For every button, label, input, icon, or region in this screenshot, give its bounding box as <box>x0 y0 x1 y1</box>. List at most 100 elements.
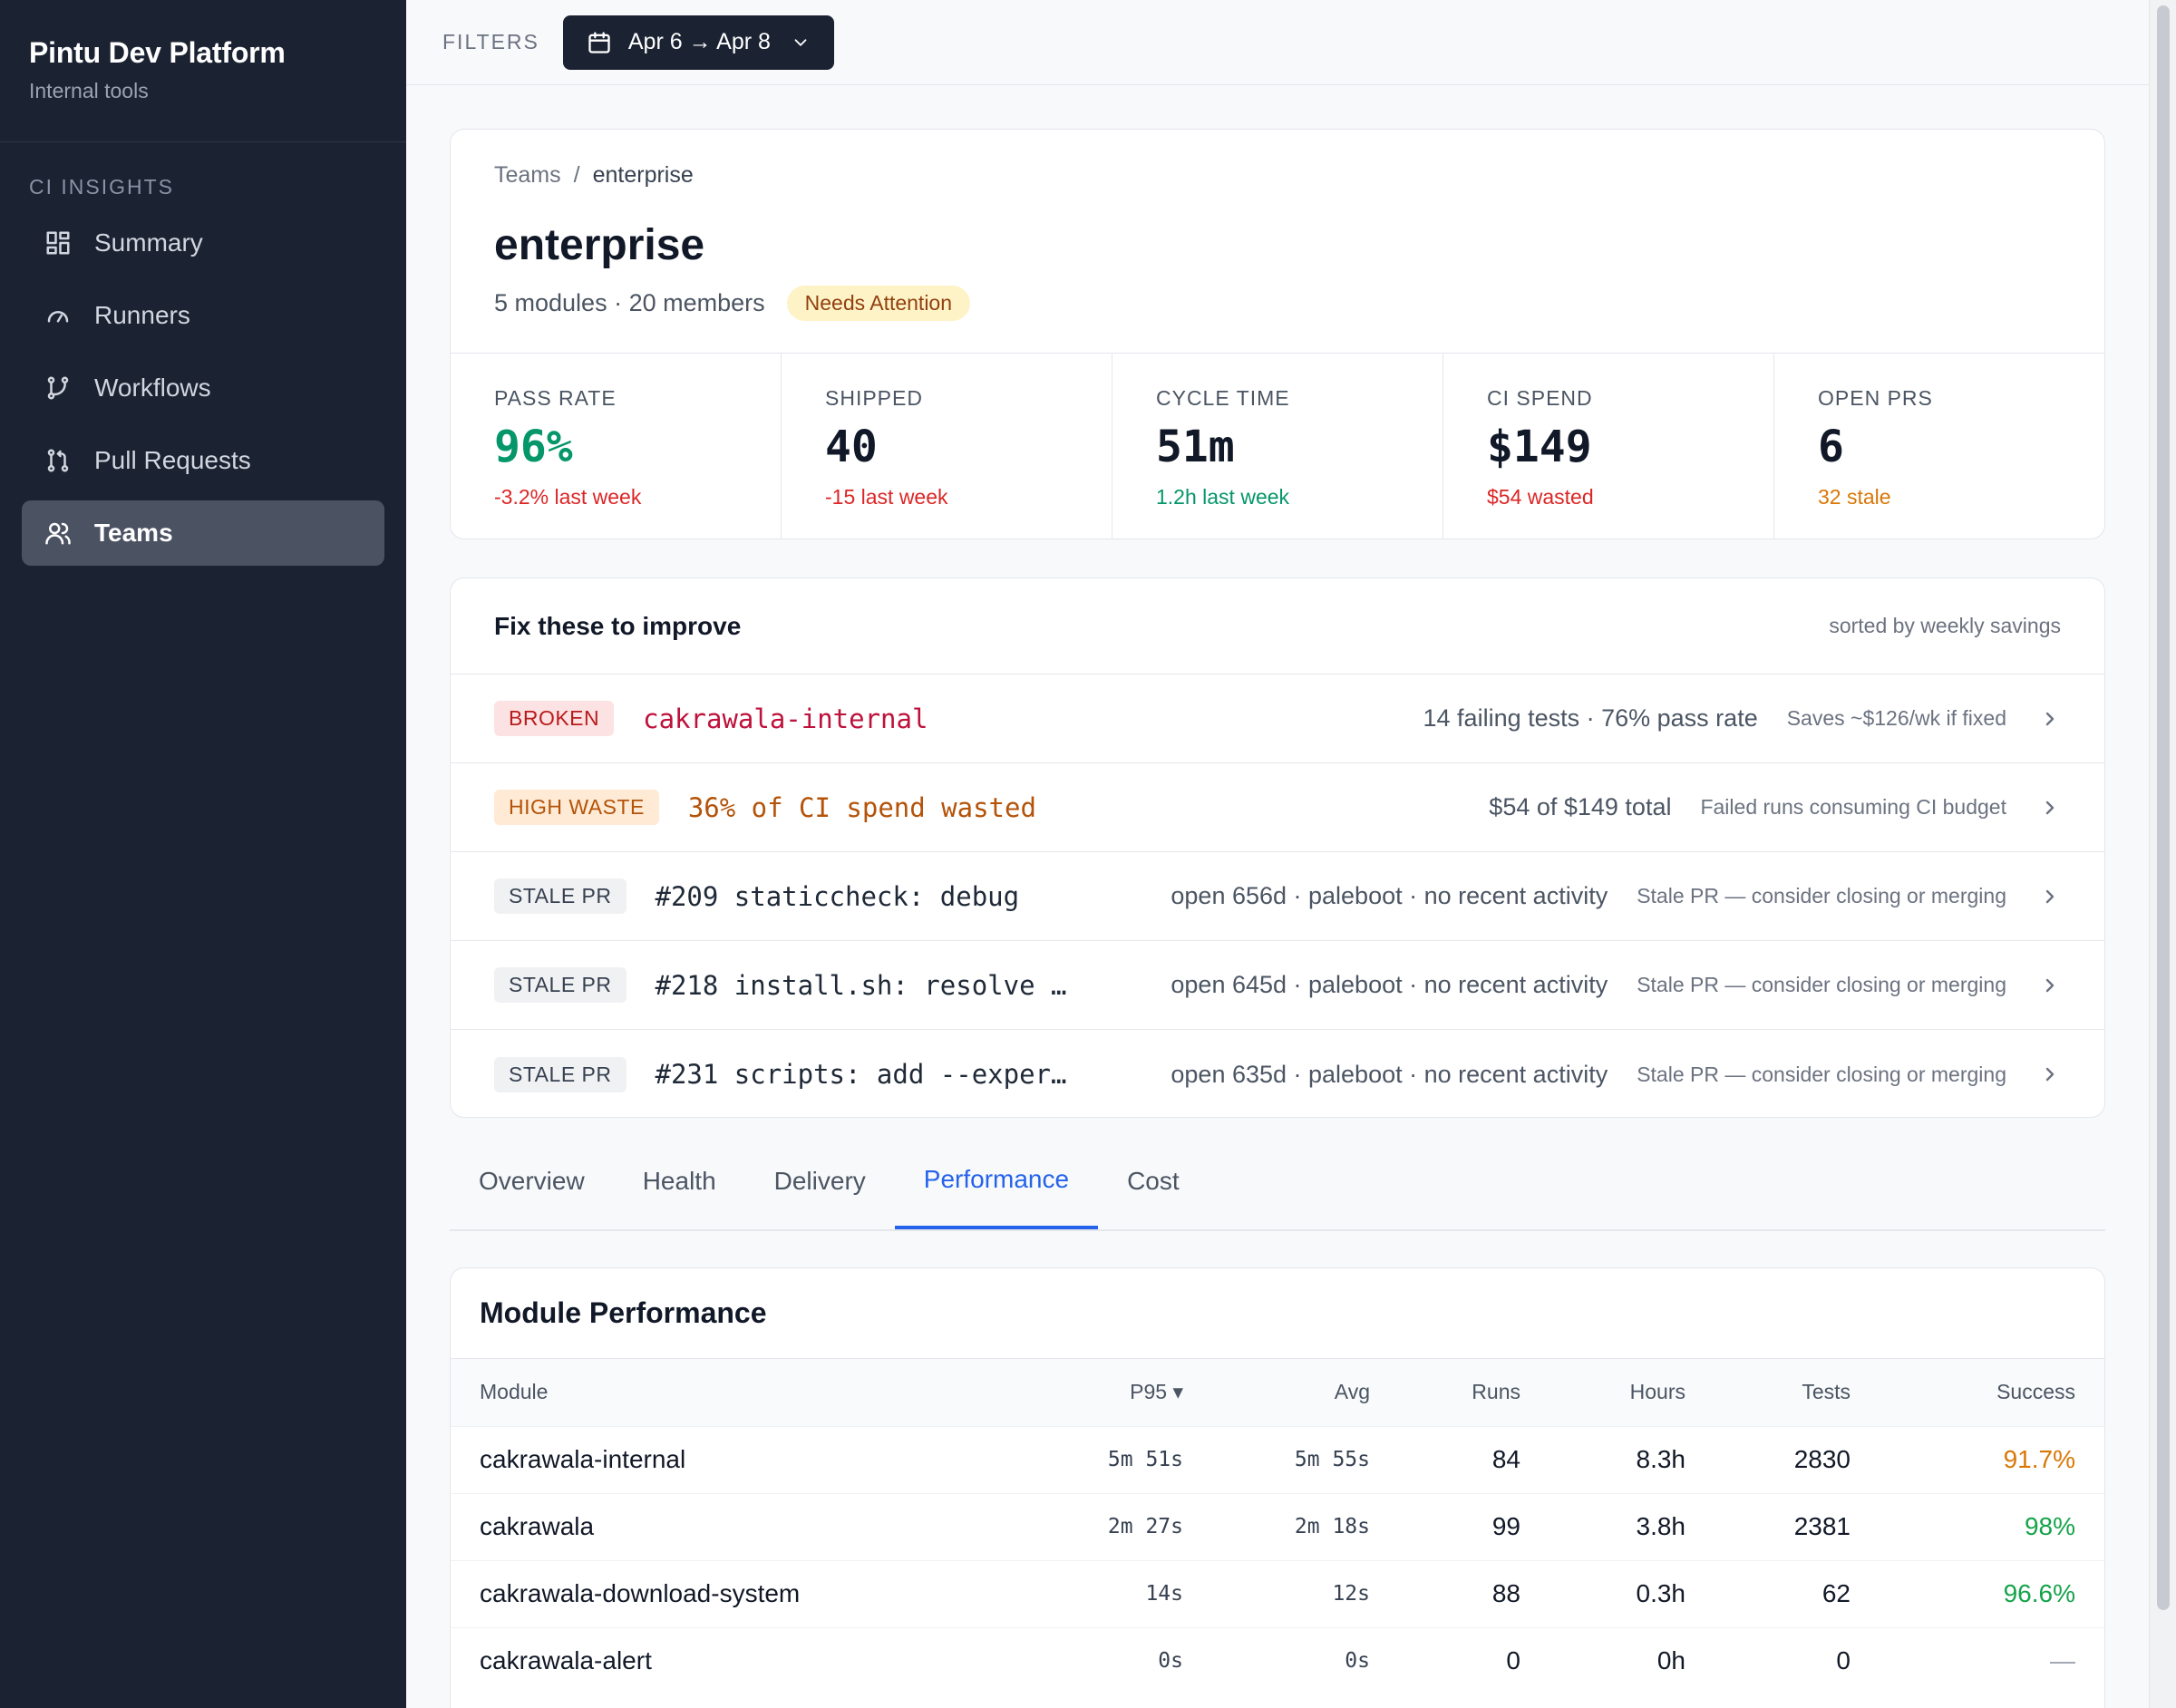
fix-item-hint: Failed runs consuming CI budget <box>1700 795 2006 819</box>
column-header-module[interactable]: Module <box>451 1359 1031 1426</box>
chevron-right-icon <box>2039 797 2061 819</box>
tests-value: 2381 <box>1793 1512 1851 1540</box>
fix-item-detail: $54 of $149 total <box>1489 793 1672 820</box>
stat-pass-rate: PASS RATE 96% -3.2% last week <box>451 354 782 539</box>
table-row[interactable]: cakrawala-alert 0s 0s 0 0h 0 — <box>451 1627 2104 1694</box>
module-performance-card: Module Performance Module P95 ▾ Avg Runs… <box>450 1267 2105 1708</box>
stat-label: CYCLE TIME <box>1156 386 1290 410</box>
fix-item-hint: Stale PR — consider closing or merging <box>1637 1062 2006 1086</box>
fix-title: Fix these to improve <box>494 611 742 640</box>
sidebar-item-teams[interactable]: Teams <box>22 500 384 566</box>
sidebar-item-summary[interactable]: Summary <box>22 210 384 276</box>
stat-label: PASS RATE <box>494 386 617 410</box>
sidebar-item-pull-requests[interactable]: Pull Requests <box>22 428 384 493</box>
tag-stale-pr: STALE PR <box>494 1056 627 1092</box>
stat-value: $149 <box>1487 422 1592 472</box>
module-name: cakrawala-alert <box>480 1646 652 1675</box>
stat-label: CI SPEND <box>1487 386 1593 410</box>
column-header-hours[interactable]: Hours <box>1549 1359 1715 1426</box>
runs-value: 84 <box>1491 1445 1520 1473</box>
table-row[interactable]: cakrawala-download-system 14s 12s 88 0.3… <box>451 1560 2104 1627</box>
stat-label: SHIPPED <box>825 386 923 410</box>
success-value: 91.7% <box>2003 1445 2075 1473</box>
stat-sub: 1.2h last week <box>1156 485 1290 509</box>
tests-value: 0 <box>1836 1646 1851 1675</box>
module-name: cakrawala-download-system <box>480 1579 801 1607</box>
git-pull-request-icon <box>44 446 73 475</box>
calendar-icon <box>587 30 612 55</box>
stat-ci-spend: CI SPEND $149 $54 wasted <box>1443 354 1774 539</box>
column-header-tests[interactable]: Tests <box>1715 1359 1880 1426</box>
chevron-right-icon <box>2039 1063 2061 1085</box>
fix-row-stale-pr[interactable]: STALE PR #209 staticcheck: debug open 65… <box>451 852 2104 941</box>
stat-shipped: SHIPPED 40 -15 last week <box>782 354 1112 539</box>
success-value: — <box>2050 1646 2075 1675</box>
tests-value: 62 <box>1821 1579 1851 1607</box>
breadcrumb-teams-link[interactable]: Teams <box>494 162 561 188</box>
page-title: enterprise <box>494 221 705 269</box>
date-range-button[interactable]: Apr 6 → Apr 8 <box>562 15 834 70</box>
tab-performance[interactable]: Performance <box>894 1133 1099 1229</box>
tag-broken: BROKEN <box>494 701 615 736</box>
tests-value: 2830 <box>1793 1445 1851 1473</box>
sidebar-item-label: Teams <box>94 519 173 547</box>
hours-value: 0.3h <box>1636 1579 1686 1607</box>
tab-cost[interactable]: Cost <box>1127 1167 1180 1195</box>
runs-value: 99 <box>1491 1512 1520 1540</box>
column-header-avg[interactable]: Avg <box>1212 1359 1399 1426</box>
fix-item-detail: 14 failing tests · 76% pass rate <box>1423 704 1758 732</box>
fix-row-stale-pr[interactable]: STALE PR #231 scripts: add --exper… open… <box>451 1030 2104 1117</box>
hours-value: 3.8h <box>1636 1512 1686 1540</box>
status-badge: Needs Attention <box>786 286 971 321</box>
sidebar: Pintu Dev Platform Internal tools CI INS… <box>0 0 406 1708</box>
avg-value: 0s <box>1345 1649 1370 1674</box>
table-row[interactable]: cakrawala-internal 5m 51s 5m 55s 84 8.3h… <box>451 1426 2104 1493</box>
stat-value: 51m <box>1156 422 1235 472</box>
team-meta: 5 modules · 20 members Needs Attention <box>494 286 971 321</box>
table-row[interactable]: cakrawala 2m 27s 2m 18s 99 3.8h 2381 98% <box>451 1493 2104 1560</box>
tab-overview[interactable]: Overview <box>479 1167 585 1195</box>
fix-item-hint: Saves ~$126/wk if fixed <box>1786 706 2006 730</box>
tab-health[interactable]: Health <box>642 1167 716 1195</box>
sidebar-item-workflows[interactable]: Workflows <box>22 355 384 421</box>
avg-value: 5m 55s <box>1294 1448 1370 1471</box>
stat-sub: -15 last week <box>825 485 948 509</box>
module-performance-table: Module P95 ▾ Avg Runs Hours Tests Succes… <box>451 1359 2104 1694</box>
stats-row: PASS RATE 96% -3.2% last week SHIPPED 40… <box>451 353 2104 539</box>
avg-value: 2m 18s <box>1294 1515 1370 1538</box>
grid-icon <box>44 228 73 257</box>
fix-item-name: #209 staticcheck: debug <box>655 880 1020 912</box>
column-header-runs[interactable]: Runs <box>1399 1359 1549 1426</box>
fix-row-broken[interactable]: BROKEN cakrawala-internal 14 failing tes… <box>451 674 2104 763</box>
scrollbar[interactable] <box>2149 0 2176 1708</box>
fix-suggestions-card: Fix these to improve sorted by weekly sa… <box>450 577 2105 1118</box>
sidebar-section-label: CI INSIGHTS <box>29 175 175 199</box>
breadcrumb-separator: / <box>573 162 580 188</box>
scrollbar-thumb[interactable] <box>2157 5 2170 1610</box>
avg-value: 12s <box>1332 1582 1370 1606</box>
column-header-success[interactable]: Success <box>1880 1359 2104 1426</box>
stat-sub: 32 stale <box>1818 485 1891 509</box>
fix-item-hint: Stale PR — consider closing or merging <box>1637 884 2006 907</box>
module-name: cakrawala-internal <box>480 1445 686 1473</box>
sidebar-item-runners[interactable]: Runners <box>22 283 384 348</box>
fix-item-name: #218 install.sh: resolve … <box>655 969 1067 1001</box>
fix-row-stale-pr[interactable]: STALE PR #218 install.sh: resolve … open… <box>451 941 2104 1030</box>
brand-subtitle: Internal tools <box>29 79 149 102</box>
module-name: cakrawala <box>480 1512 595 1540</box>
gauge-icon <box>44 301 73 330</box>
chevron-right-icon <box>2039 708 2061 730</box>
tab-bar: Overview Health Delivery Performance Cos… <box>450 1133 2105 1231</box>
chevron-down-icon <box>791 33 811 53</box>
filter-label: FILTERS <box>442 30 539 53</box>
stat-value: 6 <box>1818 422 1844 472</box>
fix-row-high-waste[interactable]: HIGH WASTE 36% of CI spend wasted $54 of… <box>451 763 2104 852</box>
tab-delivery[interactable]: Delivery <box>773 1167 866 1195</box>
success-value: 96.6% <box>2003 1579 2075 1607</box>
team-header-card: Teams / enterprise enterprise 5 modules · … <box>450 129 2105 539</box>
fix-item-hint: Stale PR — consider closing or merging <box>1637 973 2006 996</box>
hours-value: 8.3h <box>1636 1445 1686 1473</box>
sidebar-item-label: Summary <box>94 228 203 257</box>
runs-value: 88 <box>1491 1579 1520 1607</box>
column-header-p95[interactable]: P95 ▾ <box>1031 1359 1212 1426</box>
